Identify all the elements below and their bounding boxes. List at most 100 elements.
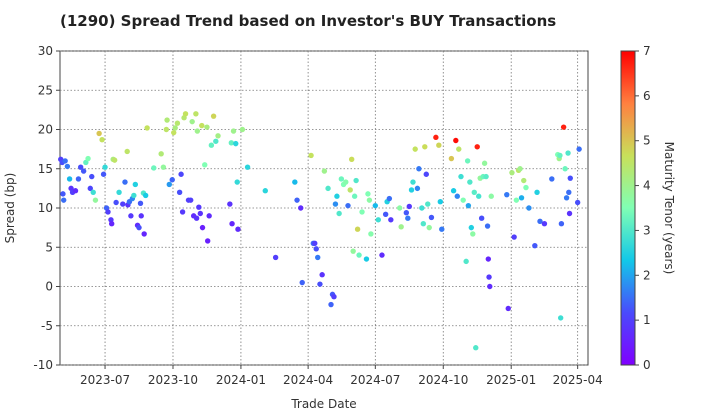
colorbar <box>620 50 636 366</box>
data-point <box>60 197 67 203</box>
data-point <box>151 165 157 171</box>
data-point <box>313 246 319 252</box>
data-point <box>463 258 469 265</box>
data-point <box>294 197 300 203</box>
data-point <box>60 191 66 197</box>
data-point <box>537 218 543 225</box>
data-point <box>456 146 462 152</box>
colorbar-tick-label: 2 <box>643 268 651 282</box>
data-point <box>99 137 105 143</box>
data-point <box>160 164 167 170</box>
data-point <box>470 231 476 237</box>
data-point <box>136 224 142 231</box>
data-point <box>206 213 212 219</box>
data-point <box>410 179 416 185</box>
data-point <box>196 204 202 210</box>
data-point <box>315 254 321 261</box>
data-point <box>386 195 393 202</box>
x-tick-label: 2023-10 <box>148 373 198 387</box>
data-point <box>202 162 208 168</box>
data-point <box>332 201 339 207</box>
data-point <box>481 160 488 166</box>
data-point <box>75 176 82 182</box>
data-point <box>517 166 523 172</box>
data-point <box>484 223 491 229</box>
y-axis-label: Spread (bp) <box>3 173 17 244</box>
data-point <box>439 226 445 232</box>
data-point <box>128 213 134 219</box>
data-point <box>328 301 334 308</box>
data-point <box>476 193 482 199</box>
data-point <box>182 111 189 117</box>
chart-title: (1290) Spread Trend based on Investor's … <box>60 12 556 30</box>
plot-area <box>58 50 589 366</box>
data-point <box>164 117 170 123</box>
data-point <box>176 189 183 195</box>
data-point <box>96 130 102 137</box>
x-tick-label: 2024-04 <box>283 373 333 387</box>
data-point <box>199 224 206 231</box>
data-point <box>158 151 164 157</box>
data-point <box>174 120 181 126</box>
data-point <box>215 133 221 139</box>
data-point <box>511 234 517 240</box>
data-point <box>526 205 532 211</box>
data-point <box>396 205 403 211</box>
data-point <box>89 173 95 180</box>
data-point <box>141 231 147 237</box>
data-point <box>188 197 194 203</box>
data-point <box>234 179 240 185</box>
colorbar-tick-label: 0 <box>643 358 651 372</box>
data-point <box>478 215 485 221</box>
data-point <box>108 221 115 227</box>
data-point <box>137 200 144 206</box>
colorbar-tick-label: 1 <box>643 313 651 327</box>
data-point <box>359 209 365 215</box>
data-point <box>213 138 219 144</box>
data-point <box>406 203 412 210</box>
data-point <box>366 197 373 203</box>
data-point <box>319 272 325 278</box>
data-point <box>229 221 235 227</box>
data-point <box>453 137 459 144</box>
data-point <box>375 217 381 223</box>
data-point <box>513 197 520 203</box>
data-point <box>80 168 87 174</box>
data-point <box>356 252 362 258</box>
data-point <box>566 210 573 217</box>
data-point <box>77 164 84 170</box>
x-tick-label: 2024-01 <box>216 373 266 387</box>
data-point <box>474 144 480 150</box>
data-point <box>565 150 571 156</box>
data-point <box>433 134 439 141</box>
data-point <box>465 202 472 209</box>
colorbar-label: Maturity Tenor (years) <box>662 142 676 275</box>
x-axis-ticks: 2023-07 2023-10 2024-01 2024-04 2024-07 2024-… <box>80 365 603 387</box>
data-point <box>132 181 139 188</box>
y-tick-label: 15 <box>38 162 53 176</box>
data-point <box>193 111 199 117</box>
data-point <box>368 231 374 237</box>
data-point <box>574 199 581 206</box>
data-point <box>336 210 342 217</box>
data-point <box>350 248 356 254</box>
data-point <box>345 202 351 209</box>
data-point <box>292 179 298 185</box>
data-point <box>541 221 548 227</box>
data-point <box>230 128 237 134</box>
data-point <box>423 171 429 177</box>
data-point <box>299 279 305 286</box>
data-point <box>412 146 418 152</box>
data-point <box>338 176 345 182</box>
data-point <box>312 240 318 247</box>
data-point <box>562 166 568 172</box>
data-point <box>331 294 337 300</box>
data-point <box>354 226 361 232</box>
colorbar-tick-label: 7 <box>643 44 651 58</box>
data-point <box>142 192 149 199</box>
data-point <box>460 197 466 203</box>
data-point <box>244 164 251 170</box>
data-point <box>488 193 494 199</box>
data-point <box>521 177 527 184</box>
